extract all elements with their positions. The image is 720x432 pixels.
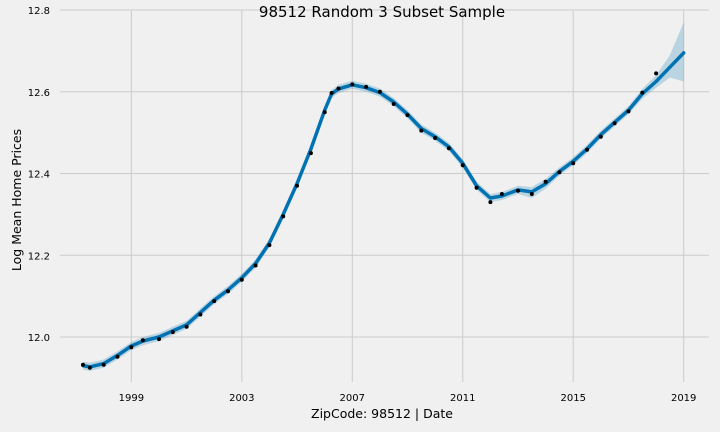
actual-point	[654, 71, 659, 76]
y-tick-label: 12.6	[28, 88, 50, 99]
tick-labels: 1999 2003 2007 2011 2015 2019 12.0 12.2 12.4 12.6…	[28, 6, 697, 404]
x-tick-label: 2015	[560, 393, 585, 404]
actual-point	[329, 91, 334, 95]
actual-point	[198, 312, 203, 317]
actual-point	[157, 337, 161, 342]
x-tick-label: 2007	[340, 393, 365, 404]
actual-point	[239, 277, 244, 282]
actual-point	[253, 263, 258, 268]
actual-point	[81, 362, 85, 367]
x-tick-label: 2019	[671, 393, 696, 404]
actual-point	[543, 179, 548, 184]
actual-point	[308, 151, 313, 156]
actual-point	[267, 243, 272, 248]
y-tick-label: 12.2	[28, 251, 50, 262]
x-axis-label: ZipCode: 98512 | Date	[311, 406, 453, 421]
actual-point	[212, 299, 217, 304]
gridlines	[60, 9, 709, 382]
actual-point	[87, 365, 92, 370]
actual-point	[488, 200, 493, 205]
actual-point	[184, 324, 189, 329]
x-tick-label: 1999	[119, 393, 144, 404]
actual-point	[129, 345, 134, 350]
actual-point	[101, 362, 106, 367]
y-tick-label: 12.0	[28, 333, 50, 344]
actual-point	[226, 289, 230, 294]
actual-point	[391, 102, 396, 106]
forecast-line	[81, 51, 686, 369]
actual-point	[295, 183, 299, 188]
actual-point	[350, 82, 355, 87]
actual-point	[612, 121, 617, 126]
actual-point	[115, 354, 120, 359]
actual-points-layer	[81, 71, 659, 370]
actual-point	[585, 147, 589, 152]
actual-point	[322, 110, 327, 115]
y-tick-label: 12.4	[28, 170, 50, 181]
y-axis-label: Log Mean Home Prices	[9, 129, 24, 271]
actual-point	[336, 86, 341, 91]
actual-point	[571, 161, 576, 166]
actual-point	[140, 338, 145, 343]
actual-point	[364, 84, 369, 89]
actual-point	[446, 146, 451, 151]
actual-point	[377, 89, 382, 94]
x-tick-label: 2011	[450, 393, 475, 404]
actual-point	[281, 214, 286, 219]
actual-point	[419, 128, 424, 133]
actual-point	[433, 136, 438, 140]
actual-point	[626, 109, 631, 114]
x-tick-label: 2003	[229, 393, 254, 404]
forecast-line-layer	[81, 51, 686, 369]
actual-point	[529, 192, 534, 196]
actual-point	[499, 192, 504, 196]
actual-point	[405, 113, 410, 118]
actual-point	[474, 185, 479, 190]
actual-point	[516, 188, 520, 193]
actual-point	[640, 90, 645, 95]
actual-point	[170, 330, 175, 335]
y-tick-label: 12.8	[28, 6, 50, 17]
actual-point	[557, 170, 562, 175]
actual-point	[460, 163, 465, 168]
actual-point	[598, 134, 603, 139]
chart-title: 98512 Random 3 Subset Sample	[259, 3, 505, 21]
